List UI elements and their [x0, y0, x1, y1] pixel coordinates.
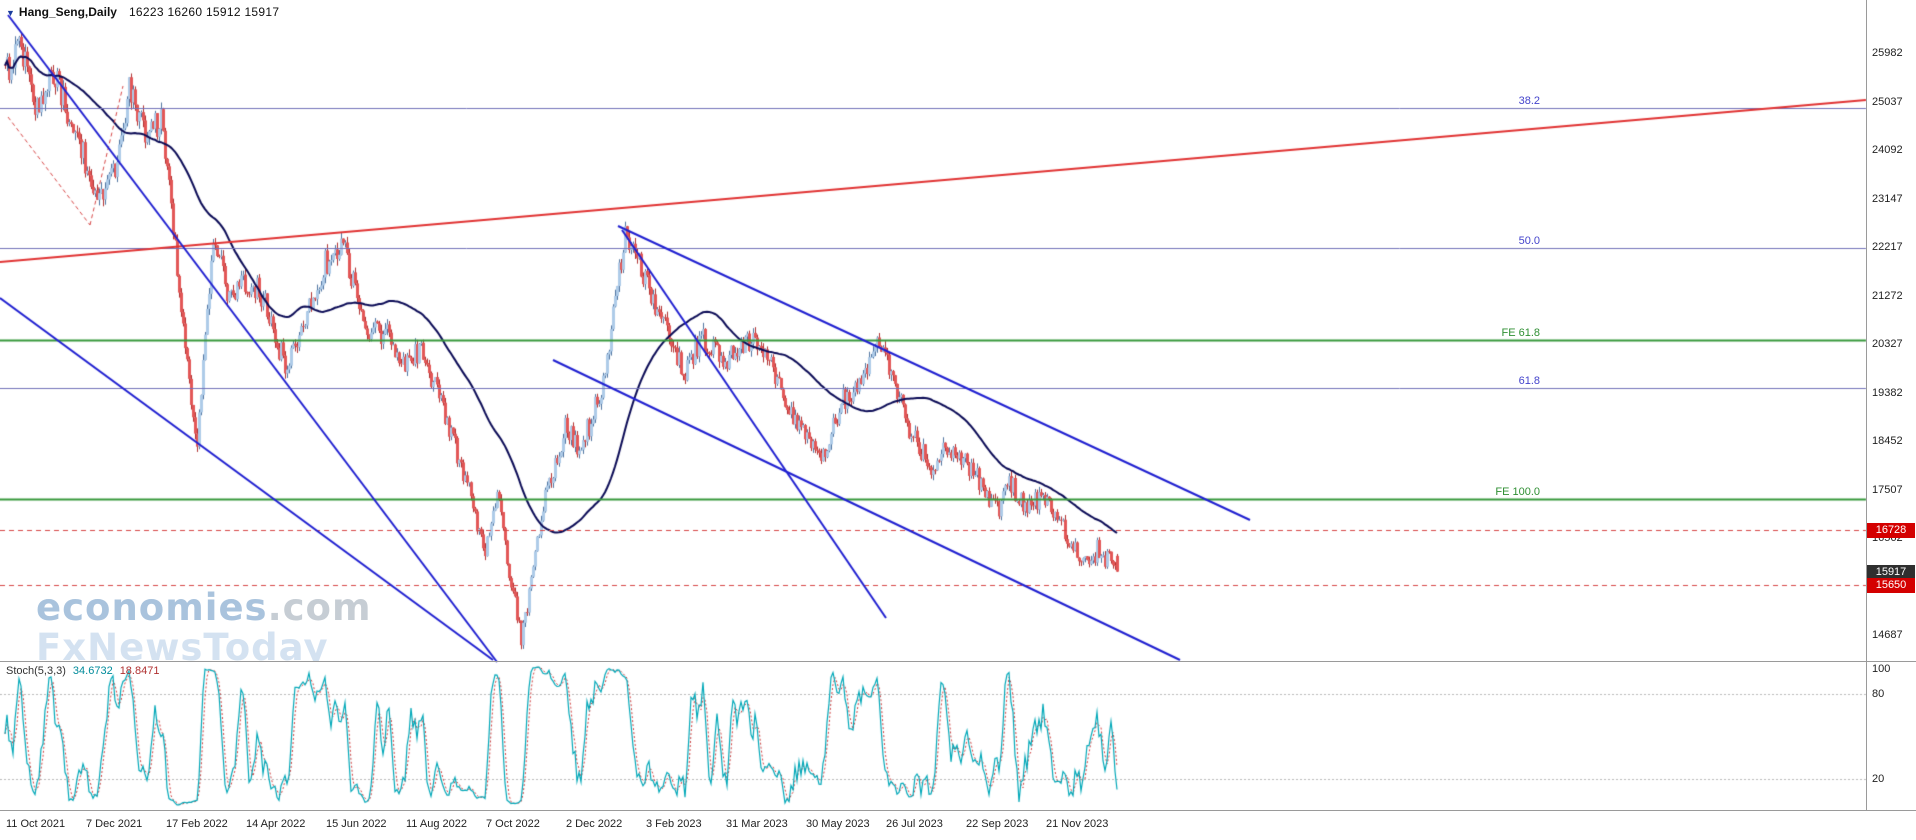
date-axis-label: 30 May 2023: [806, 818, 870, 830]
pane-separator-main[interactable]: [0, 661, 1916, 662]
date-axis-label: 11 Oct 2021: [6, 818, 66, 830]
pane-separator-stoch[interactable]: [0, 810, 1916, 811]
symbol-ohlc-values: 16223 16260 15912 15917: [128, 5, 280, 19]
date-axis-label: 2 Dec 2022: [566, 818, 623, 830]
price-scale-border: [1866, 0, 1867, 810]
stochastic-d-value: 18.8471: [119, 665, 160, 677]
symbol-ohlc-readout: ▼ Hang_Seng,Daily 16223 16260 15912 15917: [6, 5, 279, 19]
stochastic-name: Stoch(5,3,3): [6, 665, 66, 677]
price-axis-label: 25982: [1872, 47, 1903, 59]
price-axis-label: 23147: [1872, 193, 1903, 206]
price-tag-level: 15650: [1867, 578, 1915, 594]
date-axis-label: 26 Jul 2023: [886, 818, 943, 830]
price-axis-label: 19382: [1872, 387, 1903, 400]
date-axis-label: 31 Mar 2023: [726, 818, 788, 830]
date-axis-label: 7 Dec 2021: [86, 818, 143, 830]
date-axis-label: 14 Apr 2022: [246, 818, 306, 830]
price-axis-label: 18452: [1872, 435, 1903, 447]
price-axis-label: 20327: [1872, 338, 1903, 351]
stochastic-readout: Stoch(5,3,3) 34.6732 18.8471: [6, 665, 159, 677]
date-axis-label: 15 Jun 2022: [326, 818, 387, 830]
price-axis-label: 25037: [1872, 95, 1903, 108]
date-axis-label: 17 Feb 2022: [166, 818, 228, 830]
date-axis-label: 22 Sep 2023: [966, 818, 1029, 830]
stochastic-k-value: 34.6732: [72, 665, 113, 677]
time-scale[interactable]: 11 Oct 2021 7 Dec 2021 17 Feb 2022 14 Apr 2…: [0, 811, 1866, 840]
stoch-axis-label: 20: [1872, 773, 1885, 786]
price-axis-label: 21272: [1872, 289, 1903, 302]
price-tag-level: 16728: [1867, 522, 1915, 538]
price-tag-current: 15917: [1867, 564, 1915, 580]
date-axis-label: 11 Aug 2022: [406, 818, 467, 830]
stoch-axis-label: 100: [1872, 663, 1891, 675]
symbol-marker-icon: ▼: [6, 8, 15, 18]
symbol-title: Hang_Seng,Daily: [18, 5, 117, 19]
price-axis-label: 17507: [1872, 483, 1903, 496]
price-axis-label: 14687: [1872, 629, 1903, 641]
stoch-axis-label: 80: [1872, 687, 1885, 700]
date-axis-label: 3 Feb 2023: [646, 818, 702, 830]
price-axis-label: 22217: [1872, 241, 1903, 253]
date-axis-label: 7 Oct 2022: [486, 818, 540, 830]
date-axis-label: 21 Nov 2023: [1046, 818, 1109, 830]
price-scale[interactable]: 25982 25037 24092 23147 22217 21272 20327 19382…: [1867, 0, 1916, 810]
price-axis-label: 24092: [1872, 144, 1903, 157]
